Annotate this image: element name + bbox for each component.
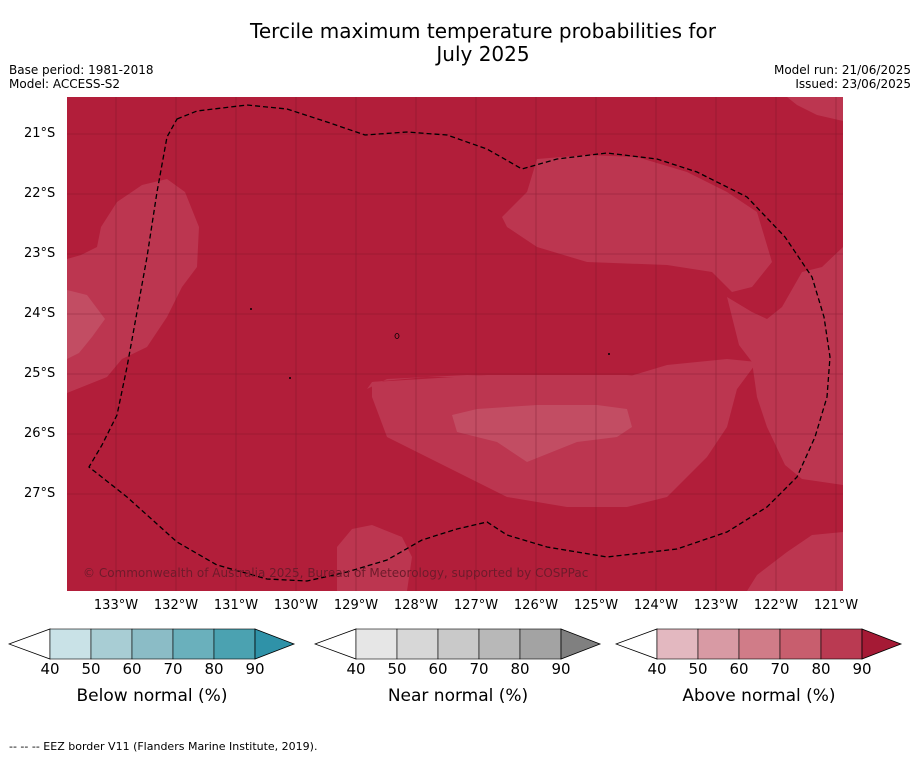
colorbar-above-title: Above normal (%) (682, 686, 836, 706)
colorbar-near-under-arrow (314, 628, 357, 660)
lon-label-121w: 121°W (813, 598, 859, 613)
colorbar-near-segment (519, 628, 562, 660)
tick-label: 80 (510, 660, 530, 678)
colorbar-above-segment (738, 628, 781, 660)
lat-label-27s: 27°S (24, 486, 56, 501)
contour-region-east (727, 247, 843, 485)
eez-legend-note: -- -- -- EEZ border V11 (Flanders Marine… (9, 740, 318, 753)
lon-label-132w: 132°W (153, 598, 199, 613)
issued-date: Issued: 23/06/2025 (795, 77, 911, 91)
colorbar-near-over-arrow (560, 628, 602, 660)
lon-label-127w: 127°W (453, 598, 499, 613)
title-line-2: July 2025 (436, 42, 530, 66)
model-run: Model run: 21/06/2025 (773, 63, 911, 77)
colorbar-near-segment (437, 628, 480, 660)
colorbar-above (615, 628, 903, 660)
tick-label: 60 (428, 660, 448, 678)
tick-label: 50 (387, 660, 407, 678)
colorbar-below-segment (213, 628, 256, 660)
copyright-text: © Commonwealth of Australia 2025, Bureau… (83, 566, 588, 580)
colorbar-above-under-arrow (615, 628, 658, 660)
colorbar-above-segment (697, 628, 740, 660)
island-outline (394, 333, 400, 339)
colorbar-near-segment (355, 628, 398, 660)
meta-left: Base period: 1981-2018 Model: ACCESS-S2 (9, 63, 154, 91)
contour-region-north (502, 155, 772, 292)
lat-label-22s: 22°S (24, 186, 56, 201)
tick-label: 40 (647, 660, 667, 678)
gridlines (67, 97, 843, 591)
colorbar-below (8, 628, 296, 660)
colorbar-above-segment (779, 628, 822, 660)
lon-label-123w: 123°W (693, 598, 739, 613)
map-background (67, 97, 843, 591)
colorbar-near-segment (396, 628, 439, 660)
lat-label-23s: 23°S (24, 246, 56, 261)
tick-label: 50 (81, 660, 101, 678)
tick-label: 60 (122, 660, 142, 678)
tick-label: 90 (551, 660, 571, 678)
lon-label-122w: 122°W (753, 598, 799, 613)
eez-border (88, 104, 831, 582)
tick-label: 80 (204, 660, 224, 678)
colorbar-below-segment (49, 628, 92, 660)
colorbar-near (314, 628, 602, 660)
lat-label-26s: 26°S (24, 426, 56, 441)
lon-label-130w: 130°W (273, 598, 319, 613)
lon-label-126w: 126°W (513, 598, 559, 613)
tick-label: 40 (40, 660, 60, 678)
map-title: Tercile maximum temperature probabilitie… (0, 20, 919, 66)
colorbar-below-segment (90, 628, 133, 660)
lon-label-125w: 125°W (573, 598, 619, 613)
colorbar-below-over-arrow (254, 628, 296, 660)
colorbar-above-segment (656, 628, 699, 660)
contour-region-south-inner (452, 405, 632, 462)
colorbar-above-segment (820, 628, 863, 660)
island-dot (289, 377, 291, 379)
lon-label-128w: 128°W (393, 598, 439, 613)
tick-label: 80 (811, 660, 831, 678)
tick-label: 60 (729, 660, 749, 678)
colorbar-near-segment (478, 628, 521, 660)
colorbar-below-segment (172, 628, 215, 660)
tick-label: 70 (163, 660, 183, 678)
lon-label-133w: 133°W (93, 598, 139, 613)
contour-region-west (67, 179, 199, 393)
tick-label: 40 (346, 660, 366, 678)
island-dot (250, 308, 252, 310)
island-dot (608, 353, 610, 355)
colorbar-below-under-arrow (8, 628, 51, 660)
tick-label: 90 (852, 660, 872, 678)
colorbar-below-segment (131, 628, 174, 660)
lon-label-131w: 131°W (213, 598, 259, 613)
tick-label: 50 (688, 660, 708, 678)
lat-label-24s: 24°S (24, 306, 56, 321)
lat-label-25s: 25°S (24, 366, 56, 381)
contour-region-west-inner (67, 290, 105, 359)
tick-label: 90 (245, 660, 265, 678)
lon-label-129w: 129°W (333, 598, 379, 613)
lat-label-21s: 21°S (24, 126, 56, 141)
meta-right: Model run: 21/06/2025 Issued: 23/06/2025 (774, 63, 911, 91)
lon-label-124w: 124°W (633, 598, 679, 613)
colorbar-below-title: Below normal (%) (76, 686, 228, 706)
contour-region-northeast (787, 97, 843, 121)
probability-map: © Commonwealth of Australia 2025, Bureau… (67, 97, 843, 591)
base-period: Base period: 1981-2018 (9, 63, 154, 77)
tick-label: 70 (469, 660, 489, 678)
title-line-1: Tercile maximum temperature probabilitie… (250, 19, 716, 43)
colorbar-near-title: Near normal (%) (387, 686, 529, 706)
tick-label: 70 (770, 660, 790, 678)
model-name: Model: ACCESS-S2 (9, 77, 121, 91)
contour-region-southeast (747, 532, 843, 591)
colorbar-above-over-arrow (861, 628, 903, 660)
